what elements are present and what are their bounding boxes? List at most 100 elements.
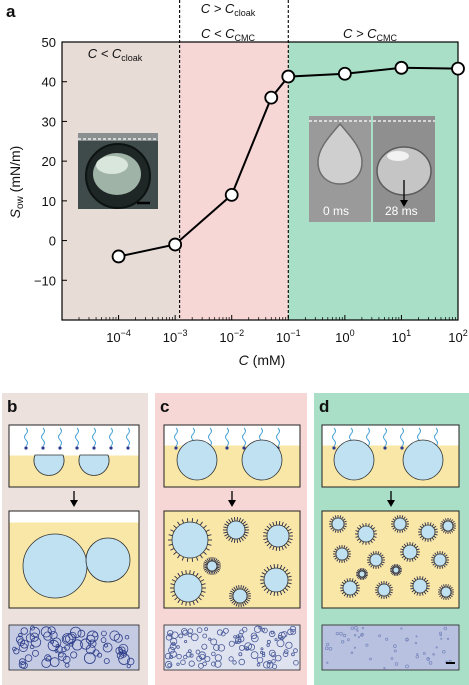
surfactant-spike [377,565,380,569]
surfactant-spike [452,527,456,529]
surfactant-spike [238,517,242,522]
micro-droplet [17,638,26,647]
surfactant-spike [333,555,337,558]
surfactant-tail [208,427,212,447]
micro-droplet [356,629,359,632]
surfactant-spike [244,588,249,592]
surfactant-spike [362,541,364,545]
surfactant-spike [203,563,208,566]
surfactant-head [242,446,246,450]
surfactant-spike [356,584,360,587]
surfactant-spike [230,590,235,594]
surfactant-spike [266,525,271,530]
surfactant-spike [341,591,345,595]
surfactant-spike [231,588,236,592]
y-tick-label: 10 [42,194,56,209]
surfactant-spike [426,587,430,590]
surfactant-spike [168,543,173,546]
droplet [335,547,349,561]
micro-droplet [47,626,56,635]
data-point [337,66,352,81]
surfactant-spike [177,554,181,559]
micro-droplet [103,658,110,665]
surfactant-spike [332,528,335,532]
surfactant-spike [388,593,392,596]
surfactant-spike [443,596,445,600]
micro-droplet [100,637,107,643]
micro-droplet [116,651,125,660]
surfactant-spike [377,551,380,555]
micro-droplet [88,639,97,648]
surfactant-spike [229,592,234,595]
micro-droplet [394,662,399,666]
surfactant-spike [390,566,394,569]
micro-droplet [383,667,386,670]
surfactant-spike [379,564,382,568]
surfactant-spike [376,593,380,596]
surfactant-tail [332,427,336,447]
micro-droplet [253,625,262,633]
surfactant-spike [229,597,234,600]
micro-droplet [58,651,64,658]
micro-droplet [30,637,42,648]
surfactant-spike [439,586,443,590]
surfactant-spike [170,583,175,586]
surfactant-spike [411,579,415,583]
surfactant-spike [286,585,291,588]
surfactant-spike [240,537,244,541]
micro-droplet [422,651,426,655]
surfactant-spike [432,563,436,566]
surfactant-spike [245,598,250,602]
surfactant-spike [287,528,292,532]
micro-droplet [126,657,135,666]
droplet [392,566,400,574]
surfactant-spike [171,594,176,597]
surfactant-tail [75,427,79,447]
surfactant-spike [330,518,334,521]
region-label-above-cmc: C > CCMC [343,26,398,43]
surfactant-spike [401,555,405,559]
micro-droplet [190,633,199,642]
surfactant-spike [370,552,373,556]
micro-droplet [443,626,448,631]
surfactant-spike [410,582,414,585]
micro-droplet [415,654,419,659]
surfactant-spike [392,518,396,521]
surfactant-spike [359,524,362,528]
droplet [173,573,203,603]
x-tick-label: 101 [392,328,411,345]
surfactant-spike [397,564,400,568]
surfactant-spike [224,533,229,537]
micro-droplet [339,631,343,636]
surfactant-spike [441,520,445,524]
surfactant-spike [244,531,249,534]
micro-droplet [282,651,289,657]
micro-droplet [211,651,216,657]
surfactant-spike [284,569,289,573]
surfactant-spike [438,593,442,595]
micro-droplet [353,633,357,637]
micro-droplet [61,633,74,645]
surfactant-spike [181,571,184,576]
micro-droplet [20,627,28,635]
plot-frame [61,41,459,321]
inset-time-start: 0 ms [323,204,349,218]
surfactant-head [92,446,96,450]
surfactant-tail [24,427,28,447]
surfactant-spike [216,563,221,566]
droplet [402,544,418,560]
surfactant-tail [174,427,178,447]
surfactant-spike [334,515,337,519]
surfactant-spike [434,564,437,568]
surfactant-spike [329,525,333,528]
surfactant-spike [425,589,429,593]
micro-droplet [442,649,446,654]
surfactant-spike [451,520,455,524]
surfactant-spike [263,538,268,541]
surfactant-spike [426,582,430,585]
surfactant-spike [394,528,397,532]
droplet [206,560,218,572]
micro-droplet [182,629,189,636]
surfactant-spike [216,567,221,571]
surfactant-spike [263,531,268,534]
